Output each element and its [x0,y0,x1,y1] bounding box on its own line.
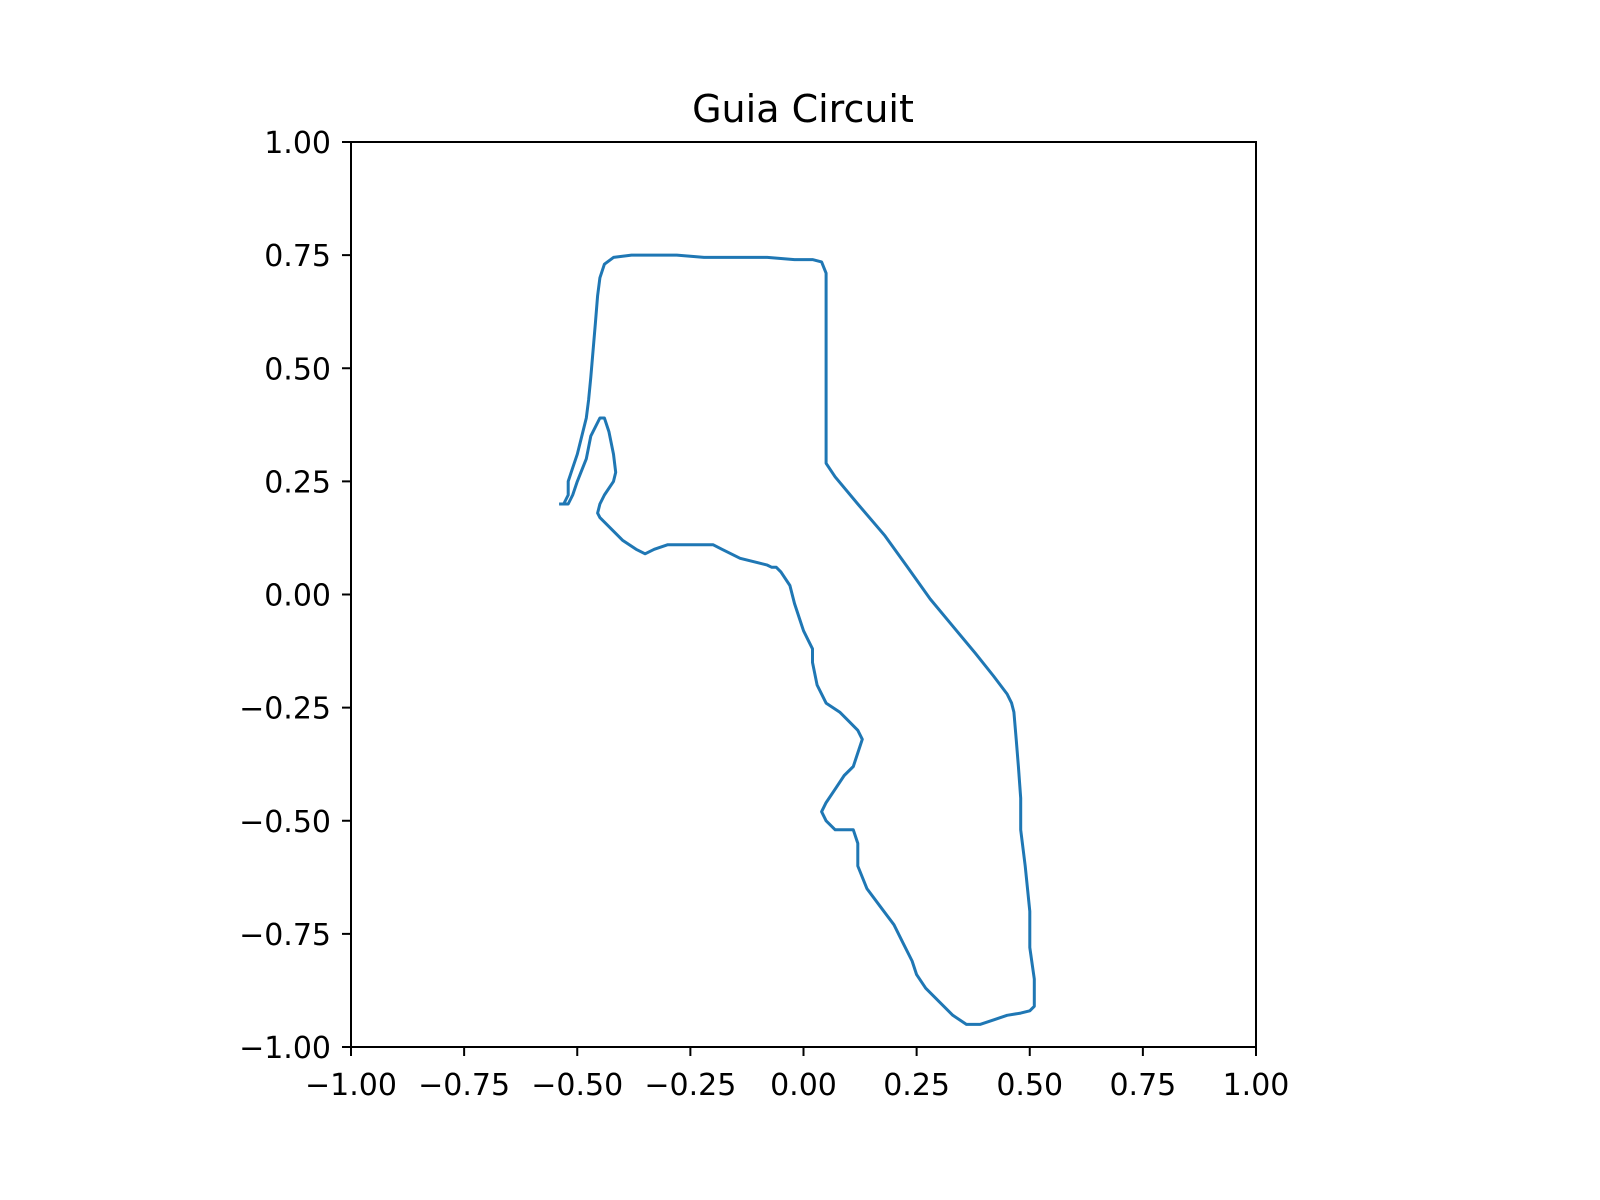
x-tick-label: −0.50 [531,1068,623,1103]
y-axis: −1.00 −0.75 −0.50 −0.25 0.00 0.25 0.50 0.75 1.00 [239,126,351,1066]
x-tick-label: 0.25 [883,1068,950,1103]
x-tick-label: 0.50 [996,1068,1063,1103]
x-tick-label: −0.75 [418,1068,510,1103]
x-tick-label: 0.00 [770,1068,837,1103]
chart-title: Guia Circuit [692,87,914,131]
x-tick-label: 0.75 [1109,1068,1176,1103]
y-tick-label: −0.75 [239,918,331,953]
x-tick-label: −1.00 [305,1068,397,1103]
y-tick-label: 0.50 [264,352,331,387]
y-tick-label: −0.50 [239,805,331,840]
y-tick-label: −0.25 [239,692,331,727]
y-tick-label: 0.75 [264,239,331,274]
x-tick-label: −0.25 [644,1068,736,1103]
series-layer [559,253,1036,1026]
y-tick-label: 1.00 [264,126,331,161]
y-tick-label: 0.25 [264,465,331,500]
y-tick-label: −1.00 [239,1031,331,1066]
x-tick-label: 1.00 [1223,1068,1290,1103]
x-axis: −1.00 −0.75 −0.50 −0.25 0.00 0.25 0.50 0.75 1.00 [305,1047,1289,1103]
series-line-0 [559,253,1036,1026]
y-tick-label: 0.00 [264,579,331,614]
